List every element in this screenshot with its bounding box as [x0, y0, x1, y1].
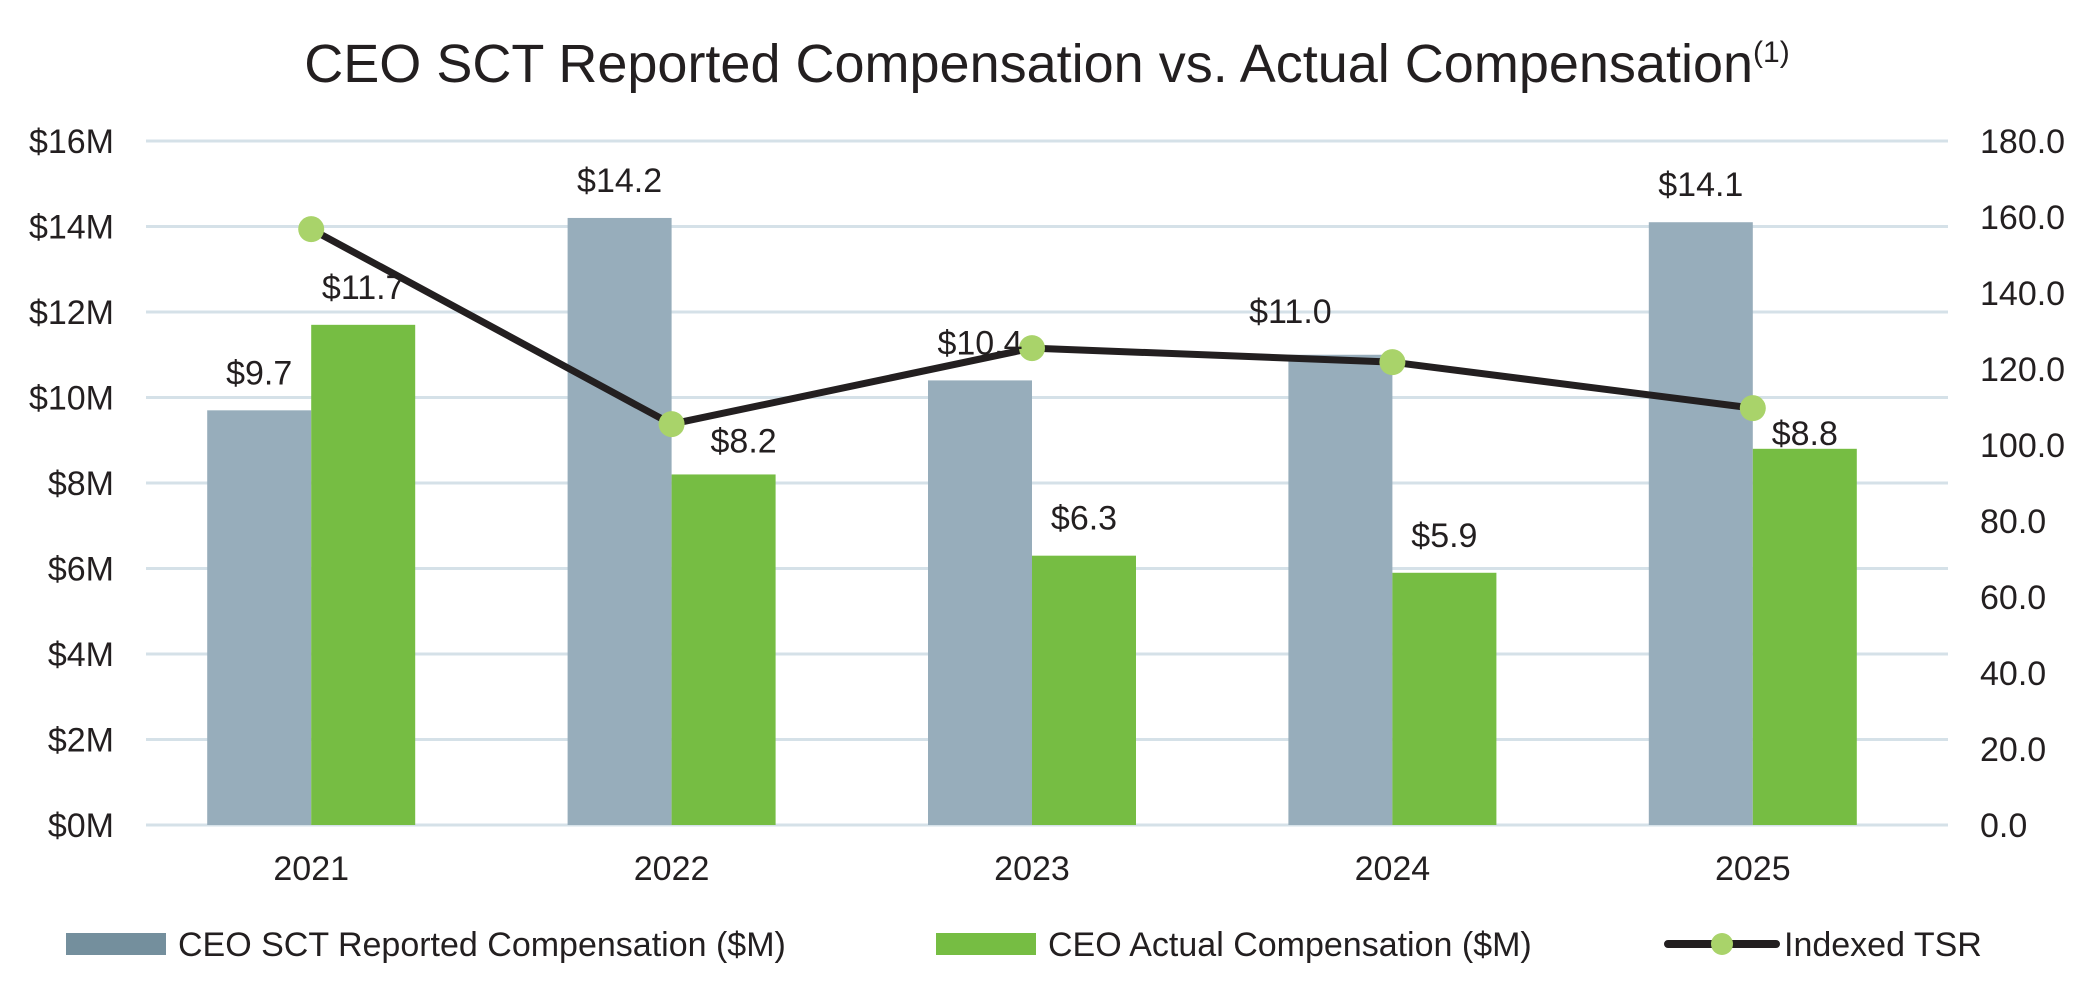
sct-reported-bar	[1288, 354, 1393, 825]
y-right-tick-label: 60.0	[1980, 579, 2046, 617]
bars	[207, 217, 1857, 826]
sct-reported-data-label: $14.2	[577, 162, 662, 200]
tsr-line-layer	[298, 216, 1766, 438]
legend-label-actual-comp: CEO Actual Compensation ($M)	[1048, 926, 1532, 964]
actual-comp-bar	[1752, 448, 1857, 825]
tsr-marker	[658, 411, 685, 438]
legend: CEO SCT Reported Compensation ($M) CEO Ac…	[66, 926, 1982, 964]
sct-reported-data-label: $11.0	[1249, 293, 1332, 331]
y-left-tick-label: $16M	[29, 123, 114, 161]
chart-title-main: CEO SCT Reported Compensation vs. Actual…	[304, 34, 1753, 94]
sct-reported-bar	[207, 410, 312, 825]
actual-comp-data-label: $8.8	[1772, 415, 1838, 453]
y-right-tick-label: 160.0	[1980, 199, 2065, 237]
y-right-tick-label: 0.0	[1980, 807, 2027, 845]
sct-reported-data-label: $10.4	[937, 324, 1022, 362]
tsr-marker	[1379, 349, 1406, 376]
tsr-marker	[298, 216, 325, 243]
chart-title: CEO SCT Reported Compensation vs. Actual…	[304, 34, 1789, 94]
actual-comp-bar	[671, 474, 776, 825]
y-right-tick-label: 120.0	[1980, 351, 2065, 389]
y-right-tick-label: 100.0	[1980, 427, 2065, 465]
tsr-marker	[1739, 395, 1766, 422]
x-tick-label: 2024	[1355, 850, 1431, 888]
data-labels: $9.7 $14.2 $10.4 $11.0 $14.1 $11.7 $8.2 $6.3 $5.…	[226, 162, 1838, 555]
y-left-tick-label: $10M	[29, 380, 114, 418]
y-left-tick-label: $6M	[48, 551, 114, 589]
y-left-tick-label: $0M	[48, 807, 114, 845]
y-right-tick-label: 20.0	[1980, 731, 2046, 769]
y-right-tick-label: 40.0	[1980, 655, 2046, 693]
y-right-tick-label: 80.0	[1980, 503, 2046, 541]
actual-comp-bar	[1032, 555, 1136, 825]
sct-reported-bar	[1648, 222, 1753, 826]
legend-label-sct-reported: CEO SCT Reported Compensation ($M)	[178, 926, 786, 964]
actual-comp-data-label: $11.7	[322, 269, 405, 307]
tsr-marker	[1019, 335, 1045, 362]
actual-comp-data-label: $5.9	[1411, 517, 1477, 555]
sct-reported-data-label: $14.1	[1658, 166, 1743, 204]
x-tick-label: 2023	[994, 850, 1070, 888]
actual-comp-bar	[311, 324, 416, 825]
chart-title-footnote: (1)	[1753, 36, 1790, 69]
legend-marker-tsr	[1711, 933, 1733, 955]
y-left-tick-label: $12M	[29, 294, 114, 332]
x-tick-label: 2021	[273, 850, 349, 888]
sct-reported-bar	[567, 217, 672, 825]
legend-swatch-sct-reported	[66, 933, 166, 955]
actual-comp-bar	[1392, 572, 1497, 825]
sct-reported-bar	[928, 380, 1032, 825]
y-left-tick-label: $8M	[48, 465, 114, 503]
sct-reported-data-label: $9.7	[226, 354, 292, 392]
legend-label-tsr: Indexed TSR	[1784, 926, 1982, 964]
actual-comp-data-label: $8.2	[711, 422, 777, 460]
actual-comp-data-label: $6.3	[1051, 500, 1117, 538]
y-right-tick-label: 180.0	[1980, 123, 2065, 161]
y-left-tick-label: $14M	[29, 209, 114, 247]
legend-swatch-actual-comp	[936, 933, 1036, 955]
axes: $0M $2M $4M $6M $8M $10M $12M $14M $16M 0.0 20.0 40…	[29, 123, 2065, 888]
x-tick-label: 2025	[1715, 850, 1791, 888]
gridlines	[146, 139, 1948, 827]
x-tick-label: 2022	[634, 850, 710, 888]
y-right-tick-label: 140.0	[1980, 275, 2065, 313]
y-left-tick-label: $4M	[48, 636, 114, 674]
y-left-tick-label: $2M	[48, 722, 114, 760]
